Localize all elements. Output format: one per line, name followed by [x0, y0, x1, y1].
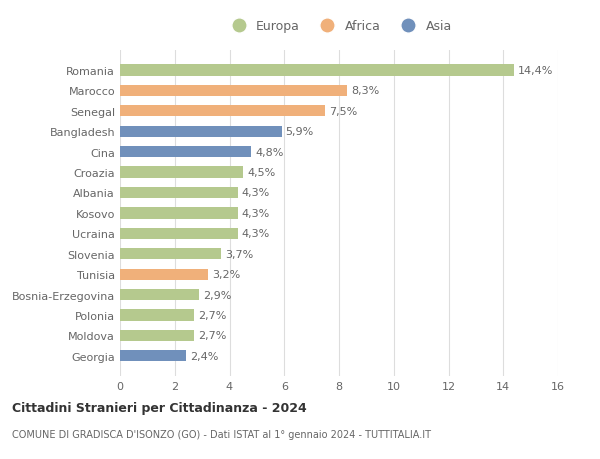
Bar	[120, 167, 243, 178]
Text: COMUNE DI GRADISCA D'ISONZO (GO) - Dati ISTAT al 1° gennaio 2024 - TUTTITALIA.IT: COMUNE DI GRADISCA D'ISONZO (GO) - Dati …	[12, 429, 431, 439]
Text: 2,7%: 2,7%	[198, 310, 226, 320]
Text: 2,4%: 2,4%	[190, 351, 218, 361]
Bar	[120, 126, 281, 138]
Bar	[120, 310, 194, 321]
Bar	[120, 289, 199, 301]
Text: 7,5%: 7,5%	[329, 106, 358, 117]
Bar	[120, 350, 186, 362]
Bar	[120, 65, 514, 77]
Bar	[120, 106, 325, 117]
Text: 4,3%: 4,3%	[242, 188, 270, 198]
Text: 8,3%: 8,3%	[352, 86, 380, 96]
Bar	[120, 208, 238, 219]
Text: 2,9%: 2,9%	[203, 290, 232, 300]
Bar	[120, 187, 238, 199]
Bar	[120, 249, 221, 260]
Text: 4,5%: 4,5%	[247, 168, 275, 178]
Bar	[120, 228, 238, 240]
Bar	[120, 269, 208, 280]
Text: 4,8%: 4,8%	[256, 147, 284, 157]
Legend: Europa, Africa, Asia: Europa, Africa, Asia	[223, 17, 455, 36]
Bar	[120, 330, 194, 341]
Text: 14,4%: 14,4%	[518, 66, 554, 76]
Text: 4,3%: 4,3%	[242, 229, 270, 239]
Bar	[120, 147, 251, 158]
Text: 3,2%: 3,2%	[212, 269, 240, 280]
Text: 3,7%: 3,7%	[226, 249, 254, 259]
Text: 5,9%: 5,9%	[286, 127, 314, 137]
Text: Cittadini Stranieri per Cittadinanza - 2024: Cittadini Stranieri per Cittadinanza - 2…	[12, 402, 307, 414]
Text: 4,3%: 4,3%	[242, 208, 270, 218]
Text: 2,7%: 2,7%	[198, 330, 226, 341]
Bar	[120, 86, 347, 97]
